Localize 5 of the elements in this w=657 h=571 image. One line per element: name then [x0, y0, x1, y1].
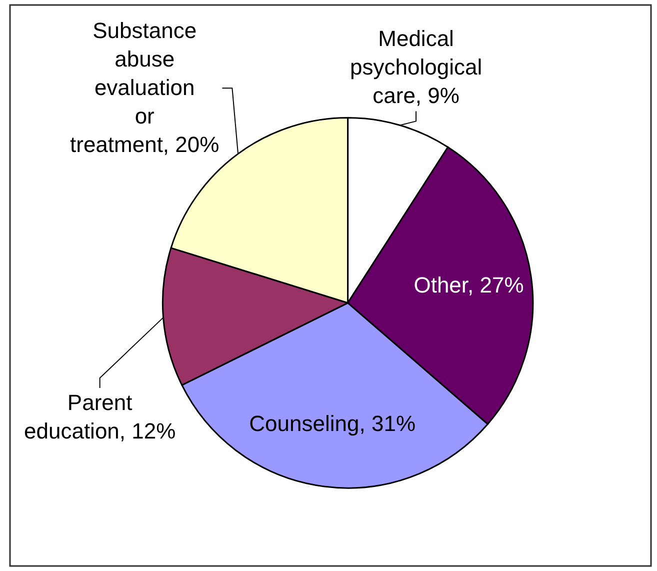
slice-label: Parent education, 12%: [24, 390, 176, 444]
slice-label: Substance abuse evaluation or treatment, 20%: [70, 18, 220, 158]
slice-label: Medical psychological care, 9%: [350, 26, 482, 108]
slice-label: Other, 27%: [414, 272, 524, 298]
slice-label: Counseling, 31%: [249, 411, 416, 436]
